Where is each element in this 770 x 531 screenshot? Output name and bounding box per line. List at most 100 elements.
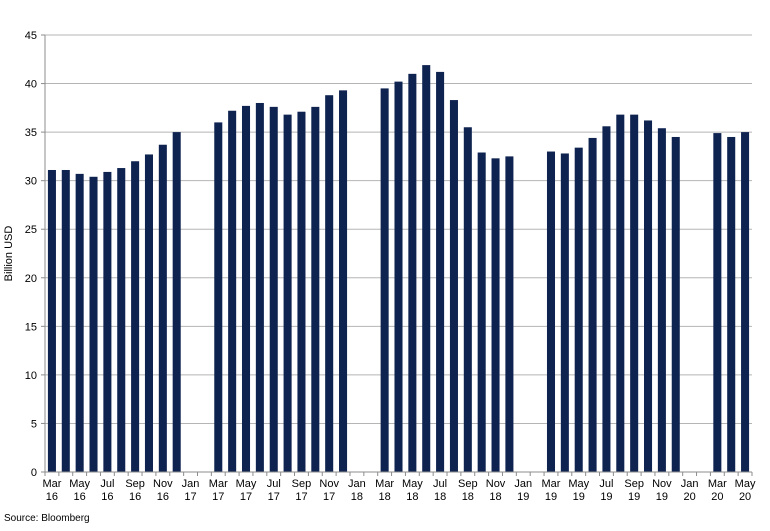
bar [422, 65, 431, 473]
x-tick-label: Jan [681, 478, 699, 490]
bar [228, 110, 237, 472]
bar [297, 111, 306, 473]
bar [214, 122, 223, 473]
y-tick-label: 0 [31, 467, 37, 479]
bar [588, 137, 597, 472]
x-tick-label: Sep [458, 478, 478, 490]
x-tick-label-year: 16 [129, 491, 141, 503]
x-tick-label: May [69, 478, 90, 490]
x-tick-label-year: 20 [711, 491, 723, 503]
source-note: Source: Bloomberg [4, 513, 90, 524]
x-tick-label-year: 19 [545, 491, 557, 503]
bar [491, 158, 500, 472]
y-tick-label: 45 [25, 30, 37, 42]
bar [158, 144, 167, 473]
x-axis-ticks: Mar16May16Jul16Sep16Nov16Jan17Mar17May17… [42, 472, 756, 503]
x-tick-label-year: 17 [295, 491, 307, 503]
x-tick-label: Sep [292, 478, 312, 490]
x-tick-label: Mar [42, 478, 61, 490]
bar [325, 95, 334, 472]
bar [657, 128, 666, 472]
bar [449, 100, 458, 472]
x-tick-label: Nov [153, 478, 173, 490]
x-tick-label-year: 19 [628, 491, 640, 503]
x-tick-label-year: 18 [462, 491, 474, 503]
x-tick-label-year: 17 [240, 491, 252, 503]
bar [644, 120, 653, 473]
x-tick-label: Jul [599, 478, 613, 490]
x-tick-label-year: 18 [351, 491, 363, 503]
bar [727, 136, 736, 472]
bar [560, 153, 569, 472]
bar [463, 127, 472, 472]
x-tick-label-year: 18 [406, 491, 418, 503]
x-tick-label-year: 17 [268, 491, 280, 503]
bar [713, 133, 722, 473]
x-tick-label-year: 20 [683, 491, 695, 503]
x-tick-label: Mar [542, 478, 561, 490]
bar [671, 136, 680, 472]
x-tick-label-year: 16 [157, 491, 169, 503]
bar [311, 106, 320, 473]
x-tick-label: May [568, 478, 589, 490]
x-tick-label-year: 18 [379, 491, 391, 503]
x-tick-label-year: 16 [101, 491, 113, 503]
bar [131, 161, 140, 472]
y-axis-label: Billion USD [3, 226, 15, 282]
bar [616, 114, 625, 473]
bar [339, 90, 348, 472]
bar [283, 114, 292, 473]
x-tick-label-year: 16 [74, 491, 86, 503]
x-tick-label: Nov [319, 478, 339, 490]
bar [89, 176, 98, 472]
x-tick-label: Mar [708, 478, 727, 490]
bar [47, 169, 56, 473]
bar [741, 132, 750, 472]
bar [436, 71, 445, 472]
x-tick-label: Mar [209, 478, 228, 490]
x-tick-label: Jan [182, 478, 200, 490]
x-tick-label: Jan [514, 478, 532, 490]
bar [269, 106, 278, 473]
bar [408, 73, 417, 472]
bar [255, 102, 264, 472]
x-tick-label-year: 19 [656, 491, 668, 503]
x-tick-label-year: 18 [434, 491, 446, 503]
x-tick-label: Sep [125, 478, 145, 490]
x-tick-label: Jul [433, 478, 447, 490]
bar [75, 173, 84, 472]
y-axis-ticks: 0 5 10 15 20 25 30 35 40 45 [25, 30, 45, 479]
y-tick-label: 35 [25, 127, 37, 139]
bar [117, 168, 126, 472]
x-tick-label-year: 17 [184, 491, 196, 503]
x-tick-label-year: 20 [739, 491, 751, 503]
y-tick-label: 10 [25, 370, 37, 382]
x-tick-label-year: 19 [517, 491, 529, 503]
x-tick-label: May [402, 478, 423, 490]
bar [144, 154, 153, 473]
bar [61, 169, 70, 473]
x-tick-label: Sep [624, 478, 644, 490]
x-tick-label-year: 19 [600, 491, 612, 503]
x-tick-label: May [236, 478, 257, 490]
bar [103, 171, 112, 472]
x-tick-label-year: 16 [46, 491, 58, 503]
bar [477, 152, 486, 472]
bar [630, 114, 639, 473]
x-tick-label-year: 17 [212, 491, 224, 503]
bar [394, 81, 403, 472]
y-tick-label: 25 [25, 224, 37, 236]
bars [47, 65, 750, 473]
bar [505, 156, 514, 472]
x-tick-label-year: 17 [323, 491, 335, 503]
bar [172, 132, 181, 472]
bar [602, 126, 611, 472]
y-tick-label: 5 [31, 418, 37, 430]
y-tick-label: 20 [25, 273, 37, 285]
bar [574, 147, 583, 472]
x-tick-label: Nov [652, 478, 672, 490]
bar [546, 151, 556, 473]
x-tick-label: May [735, 478, 756, 490]
x-tick-label: Nov [486, 478, 506, 490]
